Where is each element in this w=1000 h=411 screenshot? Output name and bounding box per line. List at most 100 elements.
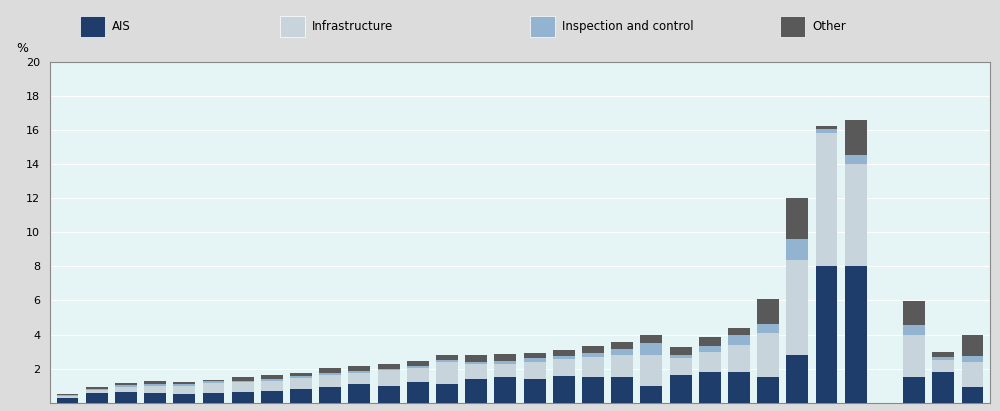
- Bar: [757, 324, 779, 333]
- Bar: [348, 371, 370, 373]
- Bar: [932, 372, 954, 403]
- Bar: [261, 381, 283, 391]
- Bar: [436, 384, 458, 403]
- Bar: [57, 398, 78, 403]
- Bar: [816, 126, 837, 129]
- Text: Inspection and control: Inspection and control: [562, 20, 694, 33]
- Bar: [582, 377, 604, 403]
- Bar: [728, 372, 750, 403]
- Bar: [553, 350, 575, 356]
- Bar: [816, 266, 837, 403]
- Bar: [465, 379, 487, 403]
- Bar: [786, 198, 808, 239]
- Bar: [640, 386, 662, 403]
- Bar: [670, 355, 692, 358]
- Bar: [845, 266, 867, 403]
- Bar: [699, 352, 721, 372]
- Bar: [436, 360, 458, 362]
- Bar: [962, 388, 983, 403]
- Bar: [845, 155, 867, 164]
- Bar: [203, 380, 224, 381]
- Bar: [86, 389, 108, 390]
- Bar: [524, 353, 546, 358]
- Bar: [290, 389, 312, 403]
- Bar: [144, 384, 166, 386]
- Bar: [670, 376, 692, 403]
- Bar: [173, 394, 195, 403]
- Bar: [378, 370, 400, 386]
- FancyBboxPatch shape: [80, 16, 105, 37]
- Bar: [378, 386, 400, 403]
- FancyBboxPatch shape: [780, 16, 805, 37]
- Bar: [582, 346, 604, 353]
- Bar: [173, 382, 195, 384]
- Bar: [757, 333, 779, 377]
- Bar: [115, 383, 137, 385]
- Bar: [494, 377, 516, 403]
- Bar: [699, 372, 721, 403]
- Bar: [611, 342, 633, 349]
- Bar: [553, 376, 575, 403]
- Bar: [465, 355, 487, 362]
- Bar: [728, 328, 750, 335]
- Bar: [903, 335, 925, 377]
- Bar: [962, 362, 983, 388]
- Bar: [319, 388, 341, 403]
- Bar: [173, 384, 195, 386]
- Bar: [465, 362, 487, 364]
- Bar: [903, 301, 925, 325]
- Bar: [757, 377, 779, 403]
- Bar: [932, 360, 954, 372]
- Bar: [611, 355, 633, 377]
- Bar: [115, 387, 137, 392]
- Bar: [115, 385, 137, 387]
- Bar: [290, 376, 312, 378]
- Bar: [115, 392, 137, 403]
- Bar: [699, 337, 721, 346]
- Bar: [582, 353, 604, 357]
- Bar: [640, 355, 662, 386]
- Bar: [728, 335, 750, 345]
- Bar: [290, 373, 312, 376]
- Bar: [903, 325, 925, 335]
- Bar: [465, 364, 487, 379]
- Bar: [407, 382, 429, 403]
- Bar: [553, 356, 575, 359]
- Text: Other: Other: [812, 20, 846, 33]
- Bar: [86, 388, 108, 389]
- Bar: [611, 377, 633, 403]
- FancyBboxPatch shape: [280, 16, 305, 37]
- Bar: [524, 379, 546, 403]
- Bar: [494, 354, 516, 361]
- Bar: [57, 395, 78, 396]
- Bar: [232, 381, 254, 382]
- Bar: [524, 358, 546, 362]
- Bar: [261, 391, 283, 403]
- Bar: [232, 382, 254, 392]
- Bar: [319, 368, 341, 373]
- Bar: [144, 386, 166, 393]
- Bar: [378, 369, 400, 370]
- Bar: [962, 335, 983, 356]
- Bar: [203, 383, 224, 393]
- Bar: [407, 361, 429, 366]
- Bar: [524, 362, 546, 379]
- Bar: [786, 259, 808, 355]
- Bar: [845, 120, 867, 155]
- Bar: [611, 349, 633, 355]
- Bar: [203, 381, 224, 383]
- Bar: [640, 343, 662, 355]
- Bar: [757, 299, 779, 324]
- Text: Infrastructure: Infrastructure: [312, 20, 393, 33]
- Bar: [903, 377, 925, 403]
- Bar: [699, 346, 721, 352]
- Bar: [348, 373, 370, 384]
- Bar: [232, 392, 254, 403]
- Bar: [348, 366, 370, 371]
- Bar: [494, 365, 516, 377]
- Bar: [57, 394, 78, 395]
- Bar: [816, 133, 837, 266]
- Bar: [786, 239, 808, 259]
- Bar: [57, 396, 78, 398]
- Bar: [962, 356, 983, 362]
